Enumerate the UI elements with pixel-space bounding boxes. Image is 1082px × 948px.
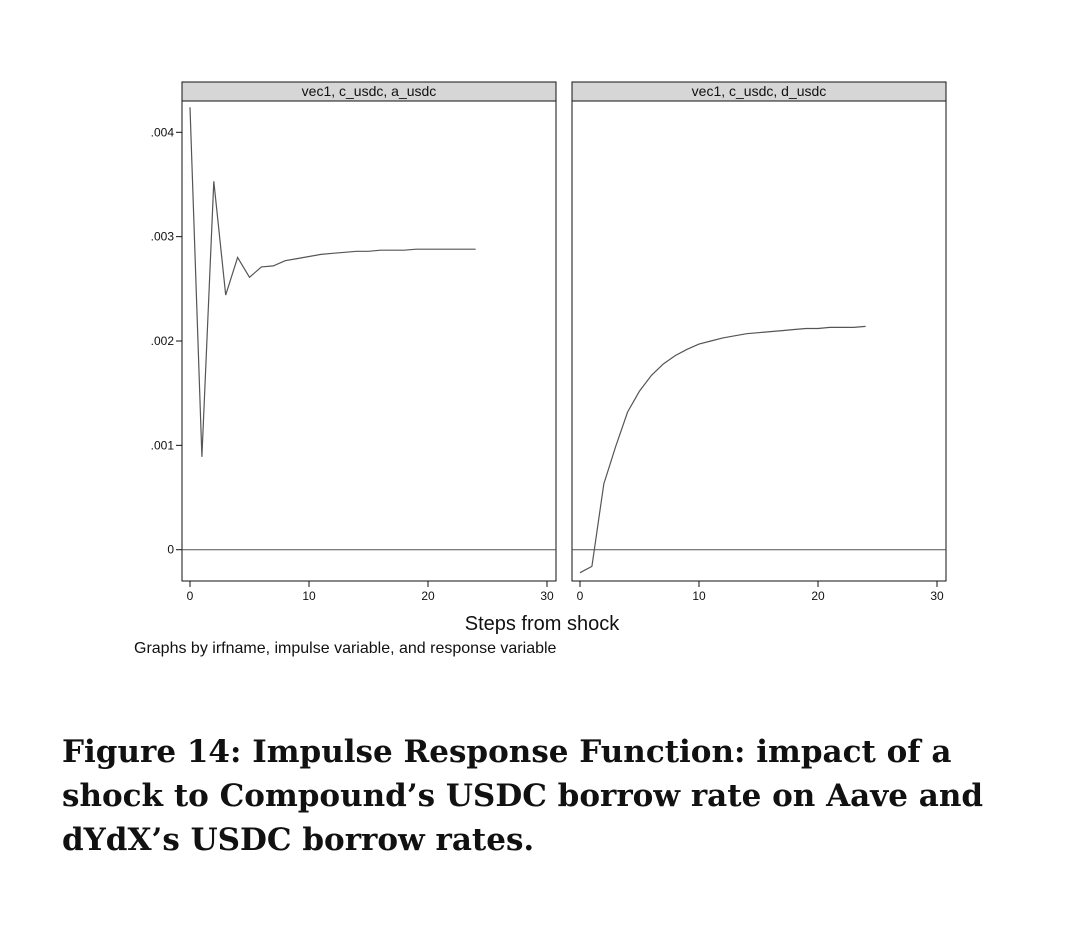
x-axis-label: Steps from shock bbox=[465, 613, 621, 635]
response-line bbox=[579, 325, 866, 574]
y-tick-label: 0 bbox=[167, 543, 174, 557]
x-tick-label: 0 bbox=[577, 589, 584, 603]
chart-panels: vec1, c_usdc, a_usdc 0 10 20 30 .004 .003 .002.… bbox=[151, 81, 947, 603]
y-tick-label: .001 bbox=[151, 438, 175, 452]
y-tick-label: .002 bbox=[151, 334, 175, 348]
panel-2: vec1, c_usdc, d_usdc 0 10 20 30 bbox=[571, 81, 947, 603]
plot-frame bbox=[181, 100, 557, 582]
x-tick-label: 30 bbox=[930, 589, 944, 603]
x-tick-label: 10 bbox=[302, 589, 316, 603]
y-tick-label: .003 bbox=[151, 230, 175, 244]
figure-caption: Figure 14: Impulse Response Function: im… bbox=[62, 734, 984, 858]
x-tick-label: 20 bbox=[421, 589, 435, 603]
plot-frame bbox=[571, 100, 947, 582]
x-tick-label: 0 bbox=[187, 589, 194, 603]
graphs-by-note: Graphs by irfname, impulse variable, and… bbox=[134, 640, 557, 657]
y-tick-label: .004 bbox=[151, 125, 175, 139]
panel-1: vec1, c_usdc, a_usdc 0 10 20 30 .004 .003 .002.… bbox=[151, 81, 557, 603]
x-tick-label: 20 bbox=[811, 589, 825, 603]
x-tick-label: 30 bbox=[540, 589, 554, 603]
panel-title: vec1, c_usdc, a_usdc bbox=[302, 83, 437, 99]
response-line bbox=[189, 107, 476, 457]
x-tick-label: 10 bbox=[692, 589, 706, 603]
panel-title: vec1, c_usdc, d_usdc bbox=[692, 83, 827, 99]
